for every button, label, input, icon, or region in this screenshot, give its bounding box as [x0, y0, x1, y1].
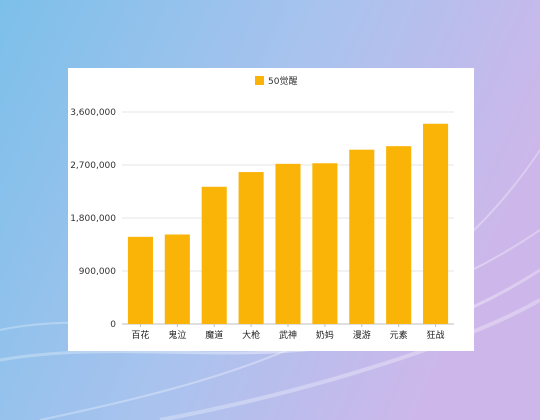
- x-tick-label: 元素: [390, 329, 408, 341]
- bar: [127, 236, 153, 324]
- chart-card: 0 900,000 1,800,000 2,700,000 3,600,000 百花 鬼泣 魔…: [68, 68, 474, 351]
- x-tick-label: 鬼泣: [168, 329, 186, 341]
- y-tick-label: 900,000: [79, 267, 116, 277]
- bar: [423, 123, 449, 325]
- bar: [201, 186, 227, 324]
- bar: [164, 234, 190, 324]
- bar: [312, 163, 338, 324]
- x-tick-label: 漫游: [353, 329, 371, 341]
- x-tick-label: 奶妈: [316, 329, 334, 341]
- y-tick-label: 3,600,000: [70, 108, 116, 118]
- x-tick-label: 狂战: [427, 330, 445, 341]
- legend-label: 50觉醒: [268, 76, 297, 87]
- bar-chart: 0 900,000 1,800,000 2,700,000 3,600,000 百花 鬼泣 魔…: [70, 76, 454, 341]
- bar: [238, 172, 264, 324]
- x-tick-label: 百花: [131, 329, 149, 341]
- bar: [275, 163, 301, 324]
- background-wave: [159, 298, 540, 420]
- bar: [349, 149, 375, 324]
- y-tick-label: 2,700,000: [70, 161, 116, 171]
- y-tick-label: 1,800,000: [70, 214, 116, 224]
- legend-swatch: [255, 76, 264, 85]
- x-tick-label: 武神: [279, 329, 297, 341]
- y-tick-label: 0: [110, 320, 116, 330]
- x-tick-label: 大枪: [242, 329, 260, 341]
- bar: [386, 146, 412, 324]
- x-tick-label: 魔道: [205, 329, 223, 341]
